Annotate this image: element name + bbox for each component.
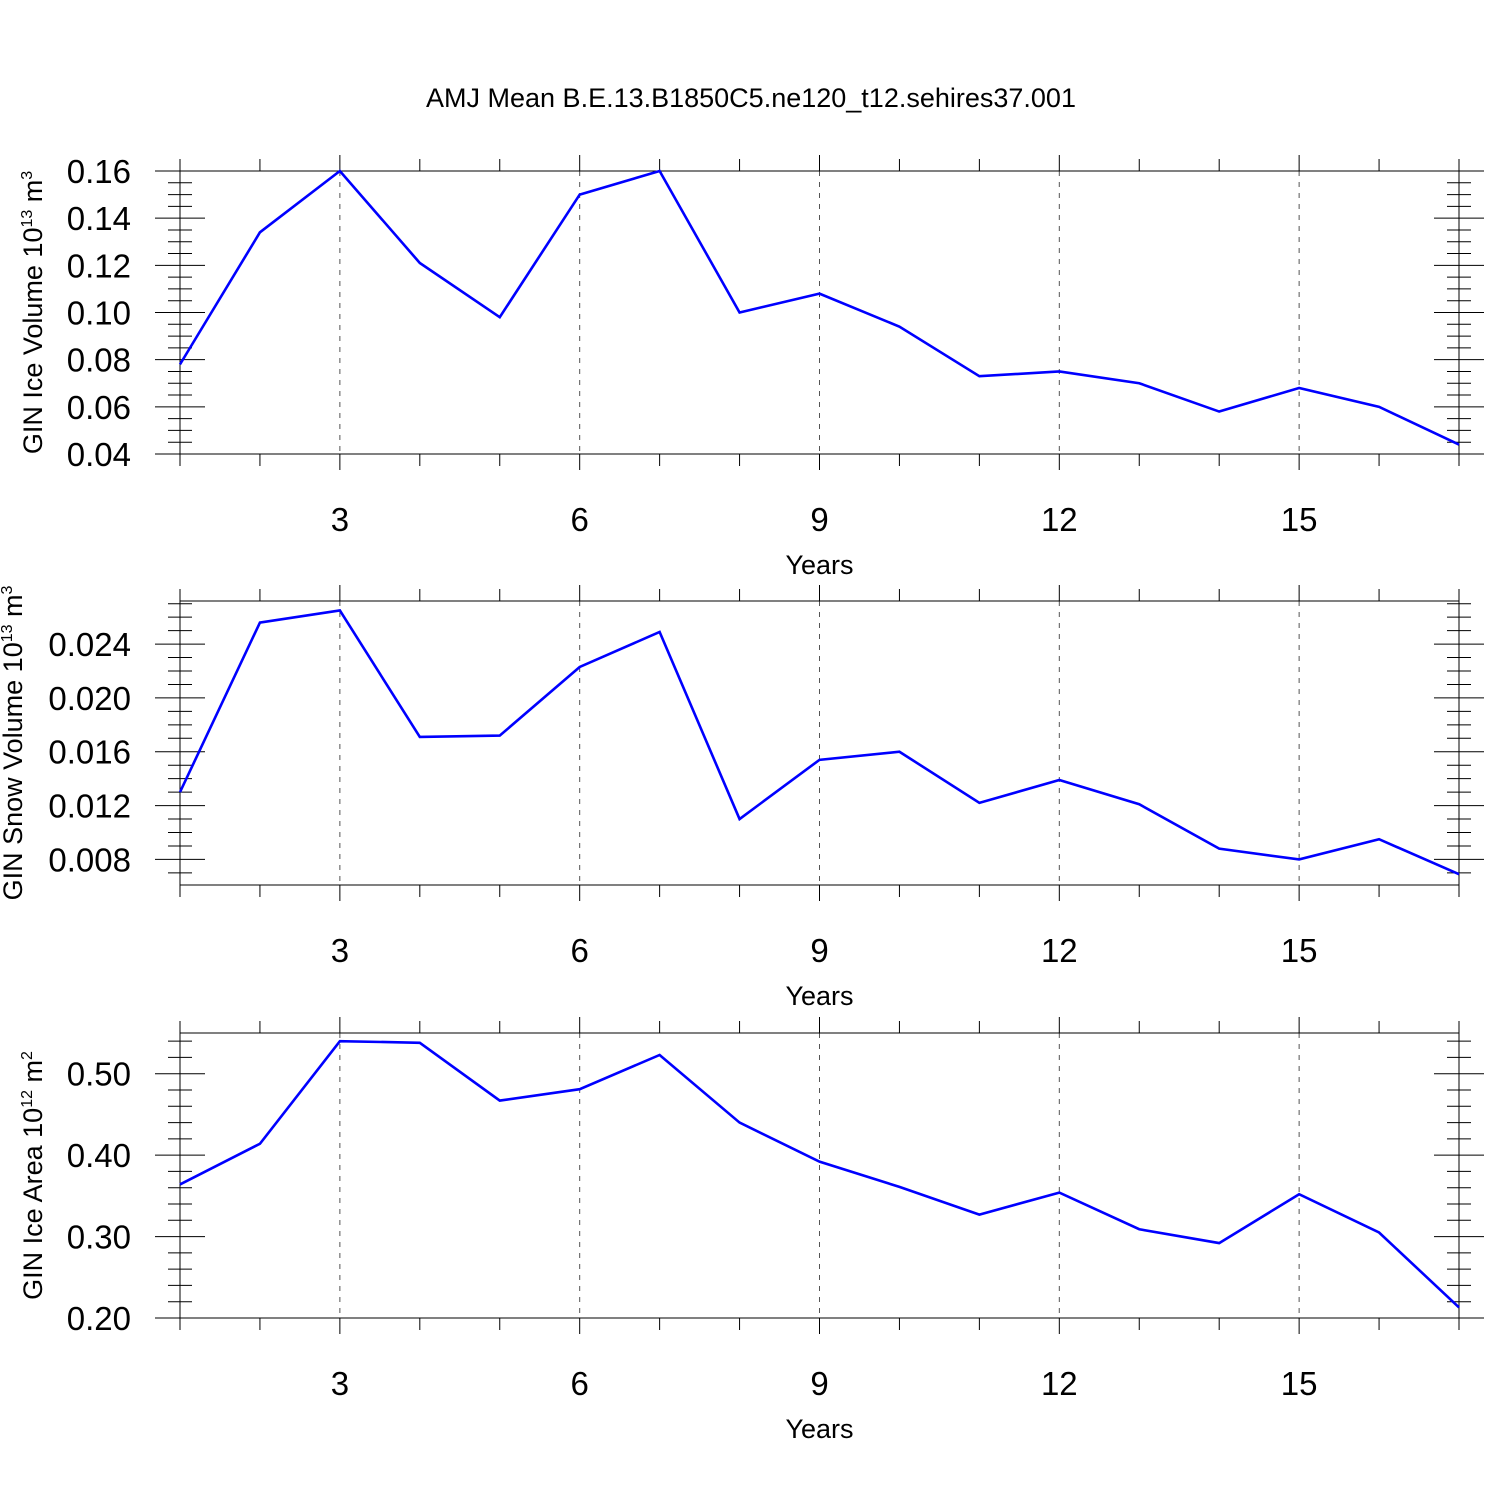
y-axis-label-exponent: 13 [0, 624, 16, 642]
chart-panel-2: 3 6 9 12 15 Years 0.008 0.012 0.016 0.020 0.024 GIN… [0, 585, 1484, 1011]
y-tick-label: 0.020 [48, 680, 131, 717]
chart-panel-3: 3 6 9 12 15 Years 0.20 0.30 0.40 0.50 GIN Ice Area… [18, 1017, 1484, 1444]
y-tick-label: 0.016 [48, 734, 131, 771]
y-axis-label-unit: m [18, 180, 48, 210]
x-tick-label: 15 [1281, 1365, 1318, 1402]
y-tick-label: 0.12 [67, 247, 131, 284]
figure-title: AMJ Mean B.E.13.B1850C5.ne120_t12.sehire… [426, 83, 1076, 113]
x-tick-label: 12 [1041, 932, 1078, 969]
y-axis-label: GIN Ice Area 1012 m2 [18, 1051, 48, 1300]
y-tick-label: 0.10 [67, 295, 131, 332]
y-tick-label: 0.06 [67, 389, 131, 426]
x-tick-label: 12 [1041, 1365, 1078, 1402]
y-axis-label-unit: m [0, 594, 28, 624]
y-tick-label: 0.14 [67, 200, 131, 237]
x-tick-label: 9 [810, 1365, 828, 1402]
y-axis-label-unit: m [18, 1060, 48, 1090]
x-axis-label: Years [785, 981, 853, 1011]
y-axis-label-unit-exponent: 3 [19, 171, 36, 180]
y-tick-label: 0.30 [67, 1219, 131, 1256]
x-tick-label: 3 [331, 1365, 349, 1402]
x-tick-label: 3 [331, 932, 349, 969]
x-axis-label: Years [785, 550, 853, 580]
y-axis-label-exponent: 12 [19, 1090, 36, 1108]
x-tick-label: 12 [1041, 501, 1078, 538]
x-tick-label: 15 [1281, 932, 1318, 969]
y-tick-label: 0.16 [67, 153, 131, 190]
x-tick-label: 6 [571, 932, 589, 969]
x-tick-label: 3 [331, 501, 349, 538]
y-tick-label: 0.04 [67, 436, 131, 473]
chart-panel-1: 3 6 9 12 15 Years 0.04 0.06 0.08 0.10 0.12 0.14 0.16… [18, 153, 1484, 580]
x-tick-label: 9 [810, 932, 828, 969]
x-tick-label: 6 [571, 501, 589, 538]
y-tick-label: 0.20 [67, 1300, 131, 1337]
y-axis-label-unit-exponent: 2 [19, 1051, 36, 1060]
x-tick-label: 9 [810, 501, 828, 538]
y-axis-label-exponent: 13 [19, 210, 36, 228]
y-axis-label-unit-exponent: 3 [0, 585, 16, 594]
y-axis-label-main: GIN Snow Volume 10 [0, 642, 28, 900]
panels-container: 3 6 9 12 15 Years 0.04 0.06 0.08 0.10 0.12 0.14 0.16… [0, 153, 1484, 1444]
y-tick-label: 0.008 [48, 841, 131, 878]
y-tick-label: 0.024 [48, 626, 131, 663]
y-tick-label: 0.012 [48, 788, 131, 825]
x-tick-label: 6 [571, 1365, 589, 1402]
y-axis-label: GIN Snow Volume 1013 m3 [0, 585, 28, 900]
y-axis-label: GIN Ice Volume 1013 m3 [18, 171, 48, 454]
y-tick-label: 0.40 [67, 1137, 131, 1174]
y-axis-label-main: GIN Ice Volume 10 [18, 228, 48, 455]
y-tick-label: 0.08 [67, 342, 131, 379]
x-tick-label: 15 [1281, 501, 1318, 538]
x-axis-label: Years [785, 1414, 853, 1444]
y-axis-label-main: GIN Ice Area 10 [18, 1108, 48, 1300]
y-tick-label: 0.50 [67, 1056, 131, 1093]
